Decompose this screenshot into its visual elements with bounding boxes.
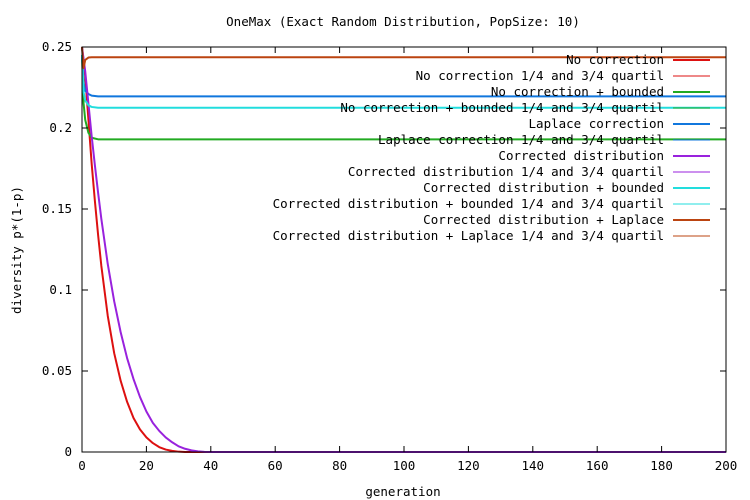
x-tick-label-10: 200 (715, 458, 738, 473)
y-tick-label-1: 0.05 (42, 363, 72, 378)
y-axis-label: diversity p*(1-p) (9, 186, 24, 314)
legend-label-5: Laplace correction (529, 116, 664, 131)
x-axis-label: generation (365, 484, 440, 499)
x-tick-label-9: 180 (650, 458, 673, 473)
legend-label-4: No correction + bounded 1/4 and 3/4 quar… (340, 100, 664, 115)
series-layer (81, 46, 726, 453)
series-line-12 (81, 46, 726, 69)
y-tick-label-4: 0.2 (49, 120, 72, 135)
legend-label-6: Laplace correction 1/4 and 3/4 quartil (378, 132, 664, 147)
series-line-4 (81, 55, 726, 140)
legend-label-1: No correction (566, 52, 664, 67)
chart-title: OneMax (Exact Random Distribution, PopSi… (226, 14, 580, 29)
legend-label-7: Corrected distribution (498, 148, 664, 163)
x-tick-label-4: 80 (332, 458, 347, 473)
x-tick-label-3: 60 (268, 458, 283, 473)
x-tick-label-1: 20 (139, 458, 154, 473)
x-tick-label-6: 120 (457, 458, 480, 473)
legend-label-10: Corrected distribution + bounded 1/4 and… (273, 196, 664, 211)
legend-label-9: Corrected distribution + bounded (423, 180, 664, 195)
axes-layer: 0 20 40 60 80 100 120 140 160 180 200 0 0.05 0.1 0.15 0… (42, 39, 737, 473)
legend-label-8: Corrected distribution 1/4 and 3/4 quart… (348, 164, 664, 179)
x-tick-label-8: 160 (586, 458, 609, 473)
series-line-10 (81, 55, 726, 109)
x-tick-label-5: 100 (393, 458, 416, 473)
y-tick-label-5: 0.25 (42, 39, 72, 54)
x-tick-label-7: 140 (522, 458, 545, 473)
legend-label-12: Corrected distribution + Laplace 1/4 and… (273, 228, 664, 243)
x-tick-label-2: 40 (203, 458, 218, 473)
x-tick-label-0: 0 (78, 458, 86, 473)
series-line-8 (81, 46, 726, 453)
y-tick-label-2: 0.1 (49, 282, 72, 297)
y-tick-label-3: 0.15 (42, 201, 72, 216)
legend-label-11: Corrected distribution + Laplace (423, 212, 664, 227)
y-tick-label-0: 0 (64, 444, 72, 459)
legend-label-3: No correction + bounded (491, 84, 664, 99)
legend-label-2: No correction 1/4 and 3/4 quartil (416, 68, 664, 83)
